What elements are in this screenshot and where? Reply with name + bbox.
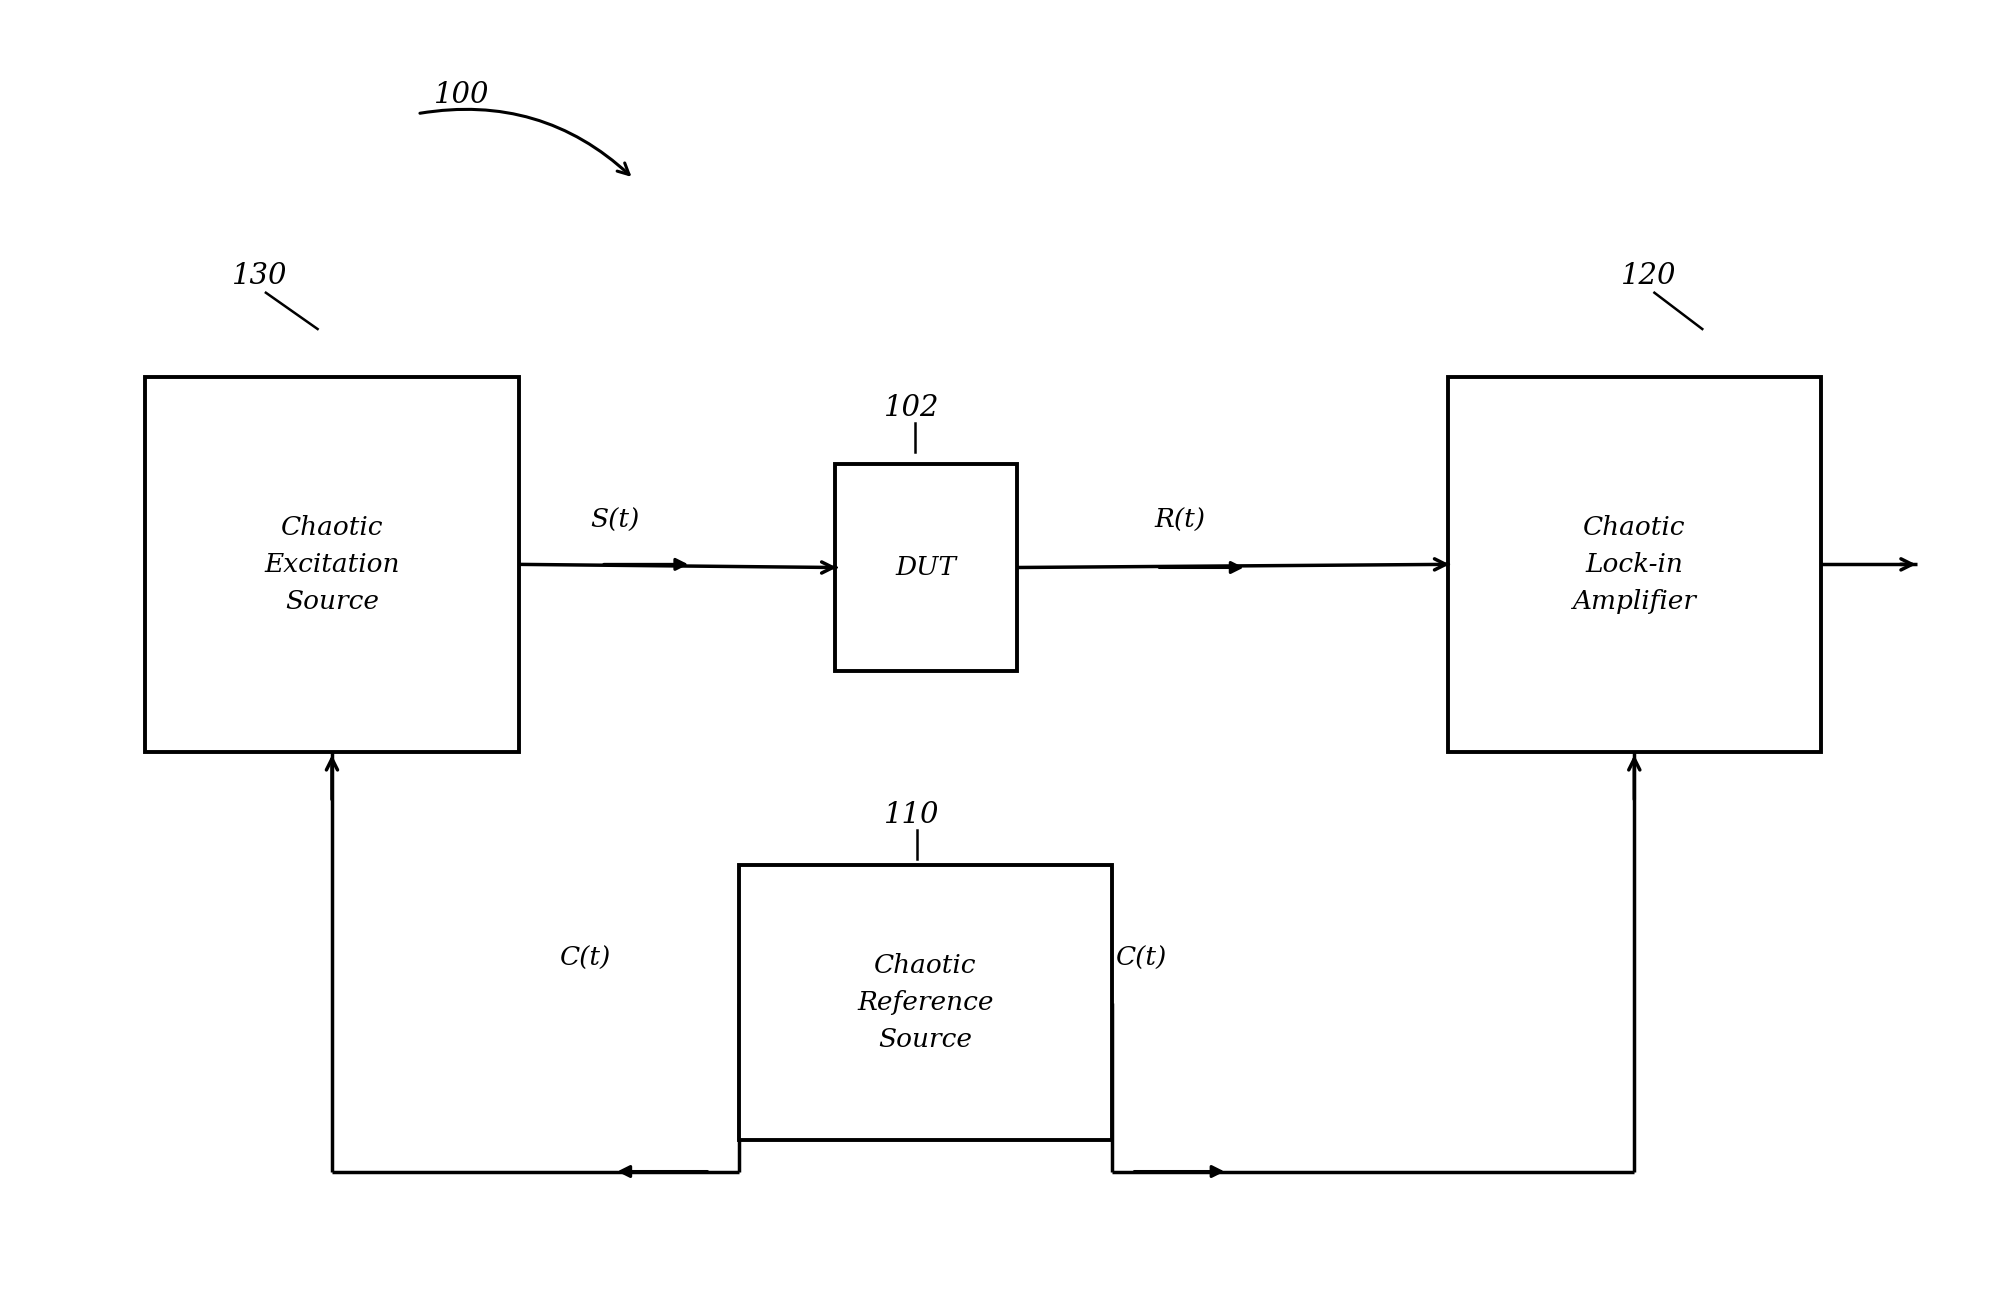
- Text: R(t): R(t): [1153, 509, 1205, 533]
- Bar: [834, 464, 1017, 670]
- Text: Chaotic
Lock-in
Amplifier: Chaotic Lock-in Amplifier: [1572, 515, 1696, 614]
- Text: 130: 130: [231, 262, 287, 291]
- Bar: [146, 377, 519, 752]
- Text: 120: 120: [1620, 262, 1676, 291]
- Bar: [1448, 377, 1821, 752]
- Text: DUT: DUT: [896, 556, 956, 580]
- Text: C(t): C(t): [1115, 947, 1167, 971]
- Text: Chaotic
Excitation
Source: Chaotic Excitation Source: [263, 515, 399, 614]
- Text: C(t): C(t): [561, 947, 610, 971]
- Bar: [738, 865, 1113, 1140]
- Text: S(t): S(t): [591, 509, 638, 533]
- Text: 100: 100: [433, 81, 489, 110]
- Text: Chaotic
Reference
Source: Chaotic Reference Source: [858, 953, 994, 1052]
- Text: 102: 102: [884, 394, 940, 422]
- Text: 110: 110: [884, 801, 940, 829]
